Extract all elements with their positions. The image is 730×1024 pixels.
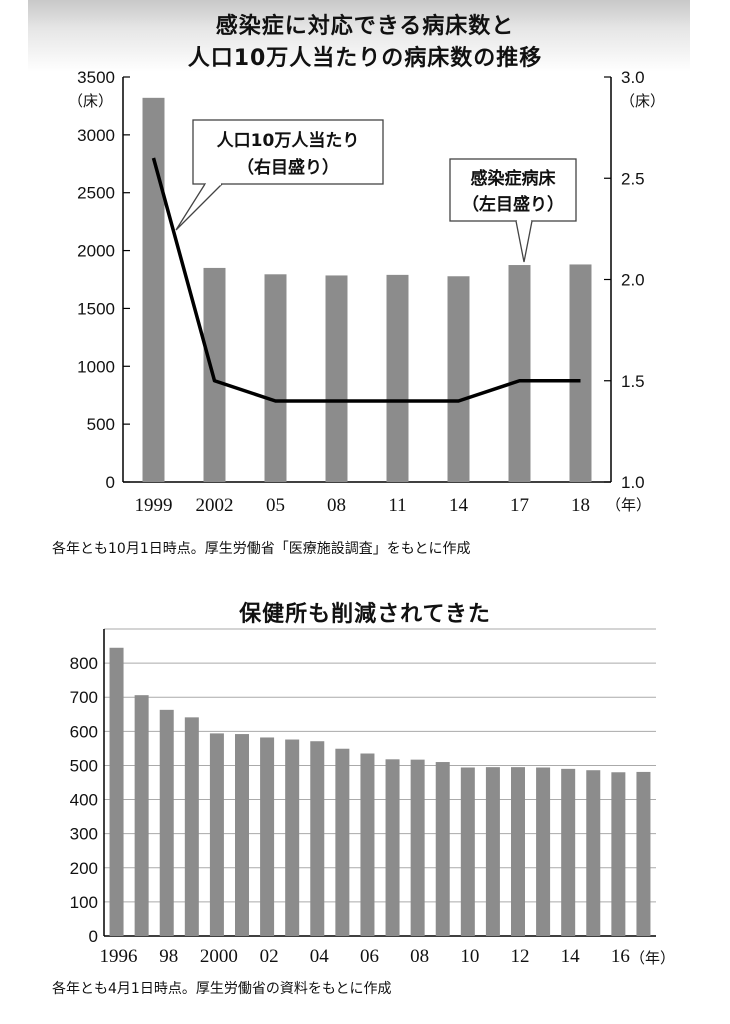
chart1-title-line2: 人口10万人当たりの病床数の推移	[187, 46, 543, 71]
chart1-callout-line-pointer	[175, 183, 223, 231]
chart1-x-tick-label: 05	[266, 495, 285, 516]
chart1-x-tick-label: 1999	[135, 495, 173, 516]
chart1-bar	[447, 276, 470, 482]
chart2-note: 各年とも4月1日時点。厚生労働省の資料をもとに作成	[52, 981, 392, 997]
chart1-bar	[325, 275, 348, 482]
chart2-x-tick-label: 08	[410, 946, 429, 967]
chart2-title: 保健所も削減されてきた	[239, 602, 491, 627]
chart1-callout-bar-text2: （左目盛り）	[462, 194, 564, 215]
chart1-left-tick-label: 2000	[77, 242, 115, 261]
chart2-bar	[435, 762, 450, 936]
chart2-x-tick-label: 02	[260, 946, 279, 967]
chart2-bar	[636, 771, 651, 936]
chart1-bar	[569, 264, 592, 482]
chart2-bar	[235, 734, 249, 936]
chart1-left-tick-label: 0	[106, 473, 115, 492]
chart2-y-tick-label: 800	[70, 654, 98, 673]
chart2-x-tick-label: 1996	[100, 946, 138, 967]
chart2-bar	[109, 647, 124, 936]
chart1-callout-line-text2: （右目盛り）	[237, 157, 339, 178]
chart1-left-tick-label: 3500	[77, 68, 115, 87]
chart2-x-tick-label: 06	[360, 946, 379, 967]
chart1-bar	[142, 97, 165, 482]
chart2-x-tick-label: 10	[460, 946, 479, 967]
chart1-x-tick-label: 2002	[196, 495, 234, 516]
chart2-y-tick-label: 0	[89, 927, 98, 946]
chart1-bar	[264, 274, 287, 482]
chart2-y-tick-label: 400	[70, 791, 98, 810]
chart1-right-tick-label: 2.5	[621, 169, 645, 188]
chart2-bar	[485, 767, 500, 936]
chart1-left-unit: （床）	[68, 92, 113, 110]
chart2-bar	[159, 709, 174, 936]
chart2-y-tick-label: 100	[70, 893, 98, 912]
chart1-x-tick-label: 14	[449, 495, 469, 516]
chart2-bar	[184, 717, 199, 936]
chart2-y-tick-label: 200	[70, 859, 98, 878]
chart1-callout-bar-text1: 感染症病床	[471, 168, 557, 189]
chart2-bar	[586, 770, 601, 936]
chart1-x-unit: （年）	[606, 496, 651, 514]
chart2-y-tick-label: 600	[70, 722, 98, 741]
chart1-x-tick-label: 11	[388, 495, 406, 516]
chart2-bar	[511, 767, 525, 936]
chart2-bar	[260, 737, 275, 936]
chart1-bar	[508, 265, 531, 482]
chart1-left-tick-label: 1500	[77, 299, 115, 318]
chart2-y-tick-label: 300	[70, 825, 98, 844]
chart2-bar	[561, 768, 576, 936]
title-background	[28, 0, 690, 72]
chart2-x-tick-label: 04	[310, 946, 330, 967]
chart2-x-tick-label: 2000	[200, 946, 238, 967]
chart1-svg: （床） （床） （年） 0 500 1000 1500 2000 2500 3000 3500…	[68, 68, 665, 516]
chart1-left-tick-label: 500	[87, 415, 115, 434]
chart2-x-tick-label: 14	[561, 946, 581, 967]
chart2-bar	[335, 748, 350, 936]
chart2-x-tick-label: 16	[611, 946, 630, 967]
chart2-bar	[460, 767, 475, 936]
chart1-left-tick-label: 1000	[77, 357, 115, 376]
chart2-bar	[134, 695, 149, 936]
chart1-right-tick-label: 1.5	[621, 372, 645, 391]
chart1-line-series	[151, 157, 581, 403]
chart1-title-line1: 感染症に対応できる病床数と	[215, 14, 515, 39]
chart2-bar	[285, 739, 300, 936]
chart1-x-tick-label: 18	[571, 495, 590, 516]
chart2-bar	[310, 741, 325, 936]
chart1-left-tick-label: 2500	[77, 184, 115, 203]
chart2-x-tick-label: 98	[159, 946, 178, 967]
chart2-bar	[385, 759, 400, 936]
chart1-right-tick-label: 1.0	[621, 473, 645, 492]
chart2-bar	[536, 767, 551, 936]
chart1-x-tick-label: 17	[510, 495, 529, 516]
chart1-left-tick-label: 3000	[77, 126, 115, 145]
chart2-bar	[360, 753, 375, 936]
chart1-callout-line-box	[192, 119, 384, 185]
chart2-bar	[209, 733, 224, 936]
chart1-bar	[386, 274, 409, 482]
chart1-right-unit: （床）	[620, 92, 665, 110]
chart2-y-tick-label: 500	[70, 756, 98, 775]
chart2-y-tick-label: 700	[70, 688, 98, 707]
chart1-callout-line-text1: 人口10万人当たり	[217, 130, 360, 151]
chart2-bar	[410, 759, 425, 936]
chart1-callout-bar-pointer	[515, 220, 533, 263]
chart1-right-tick-label: 3.0	[621, 68, 645, 87]
chart2-bar	[611, 772, 626, 936]
chart2-x-tick-label: 12	[511, 946, 530, 967]
chart1-x-tick-label: 08	[327, 495, 346, 516]
chart1-note: 各年とも10月1日時点。厚生労働省「医療施設調査」をもとに作成	[52, 541, 471, 557]
chart1-callout-bar-box	[449, 158, 577, 222]
chart2-x-unit: （年）	[630, 949, 675, 967]
chart1-right-tick-label: 2.0	[621, 271, 645, 290]
